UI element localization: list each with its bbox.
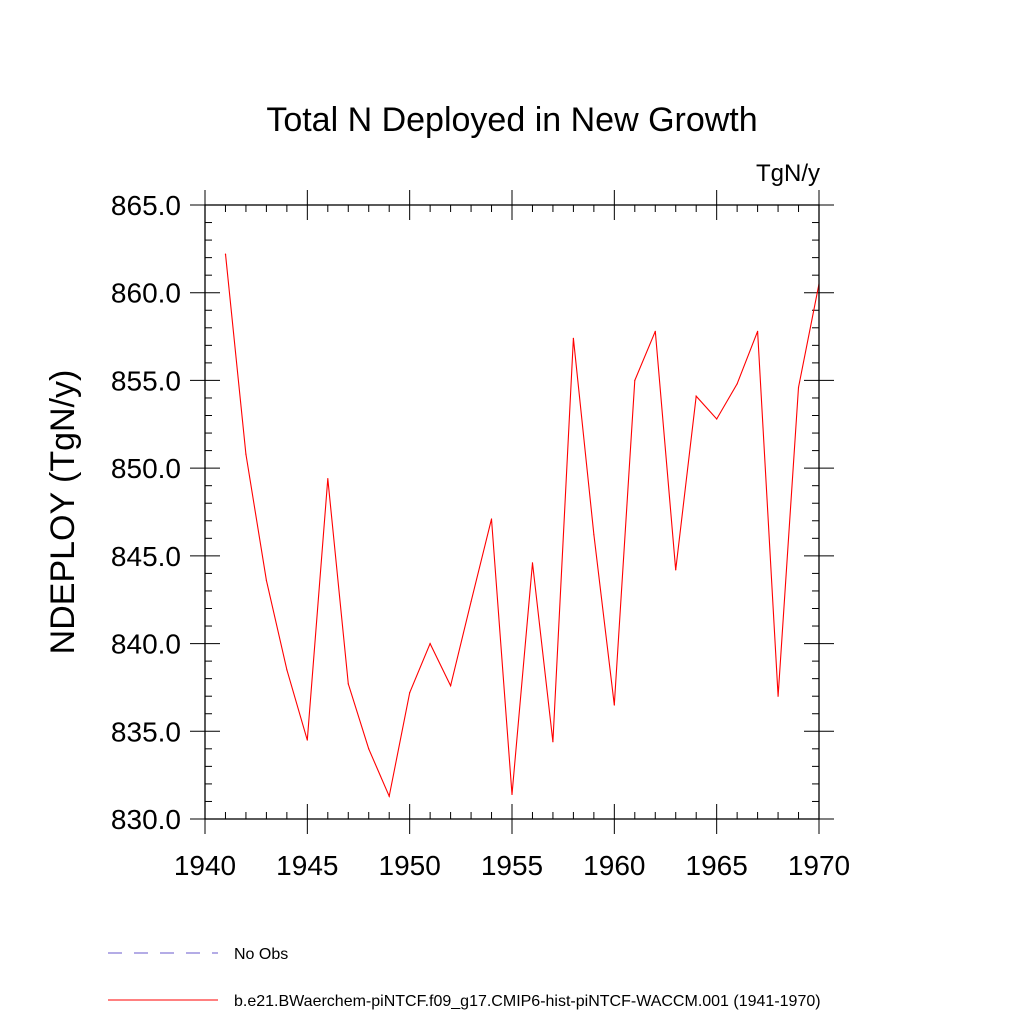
data-point	[490, 518, 493, 520]
data-point	[286, 669, 288, 671]
y-tick-label: 830.0	[111, 804, 181, 835]
x-tick-label: 1940	[174, 850, 236, 881]
y-tick-label: 855.0	[111, 365, 181, 396]
x-tick-label: 1945	[276, 850, 338, 881]
units-label: TgN/y	[756, 160, 820, 187]
series-line	[224, 254, 820, 799]
data-point	[613, 704, 615, 706]
data-point	[777, 695, 779, 697]
data-point	[552, 741, 554, 743]
y-tick-label: 860.0	[111, 278, 181, 309]
data-point	[388, 795, 390, 797]
y-tick-label: 845.0	[111, 541, 181, 572]
chart-title: Total N Deployed in New Growth	[266, 101, 757, 139]
data-point	[245, 453, 247, 455]
data-point	[593, 534, 595, 536]
legend-label-no-obs: No Obs	[234, 946, 288, 963]
y-tick-label: 865.0	[111, 190, 181, 221]
data-point	[368, 748, 370, 750]
data-point	[306, 739, 308, 741]
tick-labels: 1940 1945 1950 1955 1960 1965 1970 830.0 835.0 84…	[111, 190, 850, 881]
x-tick-label: 1970	[788, 850, 850, 881]
plot-frame	[204, 204, 820, 820]
x-tick-label: 1955	[481, 850, 543, 881]
data-point	[572, 337, 575, 339]
y-tick-label: 835.0	[111, 716, 181, 747]
data-point	[450, 685, 452, 687]
x-tick-label: 1960	[583, 850, 645, 881]
data-point	[757, 330, 759, 332]
data-point	[224, 253, 227, 255]
data-point	[634, 379, 636, 382]
series-layer	[224, 253, 820, 799]
data-point	[531, 562, 534, 564]
legend: No Obs b.e21.BWaerchem-piNTCF.f09_g17.CM…	[108, 946, 821, 1010]
data-point	[736, 383, 738, 385]
data-point	[716, 418, 718, 420]
data-point	[654, 330, 656, 332]
y-tick-label: 840.0	[111, 629, 181, 660]
legend-label-model: b.e21.BWaerchem-piNTCF.f09_g17.CMIP6-his…	[234, 993, 821, 1010]
data-point	[675, 569, 677, 571]
y-tick-label: 850.0	[111, 453, 181, 484]
data-point	[695, 395, 697, 397]
data-point	[409, 692, 411, 694]
data-point	[327, 478, 329, 480]
data-point	[265, 579, 267, 582]
data-point	[470, 600, 472, 603]
ticks	[190, 190, 834, 834]
data-point	[511, 793, 513, 796]
data-point	[797, 386, 800, 389]
x-tick-label: 1950	[379, 850, 441, 881]
y-axis-label: NDEPLOY (TgN/y)	[44, 370, 82, 655]
x-tick-label: 1965	[686, 850, 748, 881]
data-point	[347, 683, 349, 685]
data-point	[429, 642, 431, 645]
